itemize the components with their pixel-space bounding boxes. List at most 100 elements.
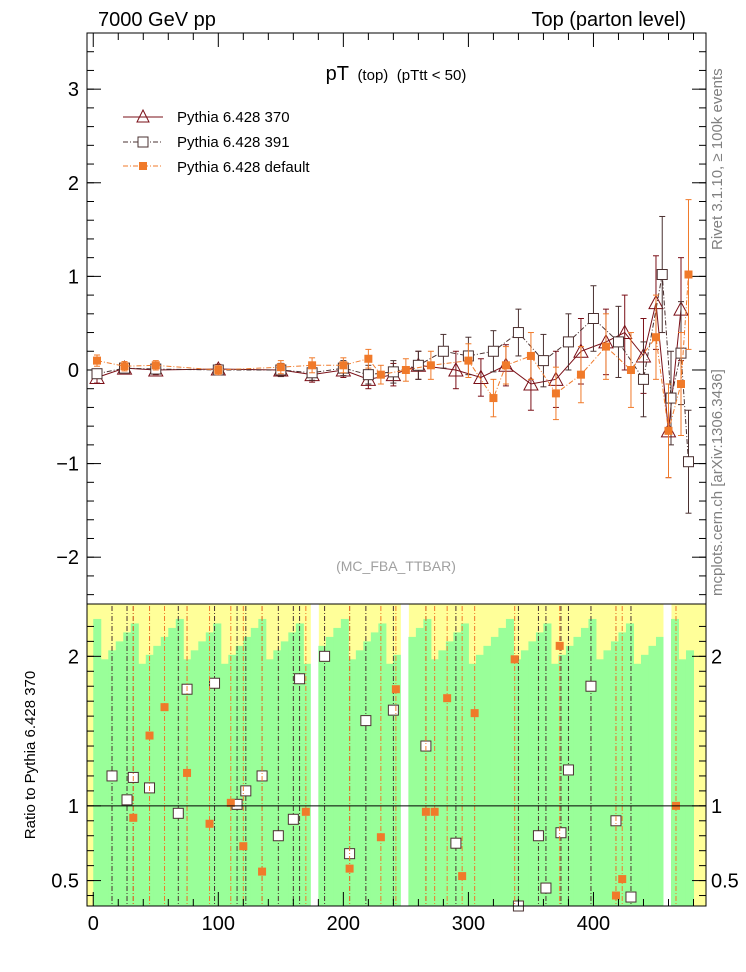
ratio-point (209, 677, 221, 689)
band-green (153, 645, 162, 906)
ratio-y-tick-label: 1 (68, 796, 79, 818)
band-green (198, 641, 207, 906)
header-right: Top (parton level) (531, 9, 686, 31)
band-green (685, 650, 694, 906)
y-tick-label: −1 (56, 454, 79, 476)
data-point (401, 365, 410, 374)
ratio-point (319, 650, 331, 662)
data-point (426, 361, 435, 370)
data-point (551, 389, 560, 398)
band-green (303, 663, 312, 906)
data-point (364, 354, 373, 363)
ratio-point (345, 864, 354, 873)
data-point (464, 356, 473, 365)
data-point (387, 366, 399, 378)
ratio-point (458, 872, 467, 881)
ratio-point (183, 768, 192, 777)
ratio-point (421, 807, 430, 816)
data-point (601, 342, 610, 351)
ratio-point (611, 891, 620, 900)
ratio-point (239, 842, 248, 851)
band-green (100, 659, 109, 906)
band-green (115, 641, 124, 906)
band-green (168, 627, 177, 906)
ratio-point (272, 830, 284, 842)
band-green (678, 659, 687, 906)
ratio-point (430, 807, 439, 816)
band-green (235, 645, 244, 906)
ratio-point (360, 715, 372, 727)
ratio-point (294, 673, 306, 685)
data-point (676, 380, 685, 389)
data-point (523, 375, 539, 391)
data-point (665, 392, 677, 404)
data-point (91, 368, 103, 380)
legend: Pythia 6.428 370 Pythia 6.428 391 Pythia… (123, 108, 310, 176)
band-green (228, 654, 237, 906)
main-title-sub: (top) (357, 67, 388, 84)
band-green (385, 663, 394, 906)
band-green (430, 659, 439, 906)
band-green (453, 632, 462, 906)
x-tick-label: 300 (452, 913, 485, 935)
ratio-frame (86, 603, 707, 907)
legend-entry-default: Pythia 6.428 default (123, 159, 310, 176)
band-green (175, 618, 184, 906)
band-green (535, 632, 544, 906)
band-green (370, 632, 379, 906)
band-green (138, 663, 147, 906)
ratio-point (450, 837, 462, 849)
x-tick-label: 100 (202, 913, 235, 935)
band-green (258, 618, 267, 906)
data-point (576, 370, 585, 379)
ratio-point (205, 819, 214, 828)
data-point (682, 456, 694, 468)
band-green (640, 654, 649, 906)
legend-entry-391: Pythia 6.428 391 (123, 134, 290, 151)
main-title: pT (top) (pTtt < 50) (326, 63, 467, 85)
data-point (637, 373, 649, 385)
band-green (325, 636, 334, 906)
data-point (612, 336, 624, 348)
ratio-point (145, 731, 154, 740)
band-green (348, 659, 357, 906)
band-green (603, 650, 612, 906)
band-green (498, 627, 507, 906)
source-label: mcplots.cern.ch [arXiv:1306.3436] (709, 369, 726, 596)
band-green (483, 645, 492, 906)
ratio-point (301, 807, 310, 816)
ratio-point (555, 827, 567, 839)
band-green (273, 650, 282, 906)
ratio-point (510, 655, 519, 664)
ratio-point (391, 685, 400, 694)
data-point (489, 394, 498, 403)
band-green (460, 623, 469, 906)
ratio-point (387, 704, 399, 716)
series-line (96, 274, 689, 431)
ratio-point (376, 833, 385, 842)
ratio-panel: 0.5 0.5 1 1 2 2 0 100 200 300 400 Ratio to Pythia … (22, 603, 739, 935)
series-1 (91, 215, 694, 514)
ratio-y-tick-label-right: 1 (711, 796, 722, 818)
band-green (190, 650, 199, 906)
band-green (415, 627, 424, 906)
data-point (437, 345, 449, 357)
band-green (625, 623, 634, 906)
band-green (243, 636, 252, 906)
band-green (265, 659, 274, 906)
data-point (537, 355, 549, 367)
band-green (213, 623, 222, 906)
band-green (490, 636, 499, 906)
data-point (376, 370, 385, 379)
band-green (558, 654, 567, 906)
band-green (130, 623, 139, 906)
ratio-point (172, 807, 184, 819)
ratio-ylabel: Ratio to Pythia 6.428 370 (22, 671, 39, 839)
y-tick-label: 3 (68, 79, 79, 101)
band-green (378, 623, 387, 906)
ratio-point (106, 770, 118, 782)
band-green (408, 636, 417, 906)
band-gap (400, 604, 409, 906)
series-line (96, 274, 689, 462)
